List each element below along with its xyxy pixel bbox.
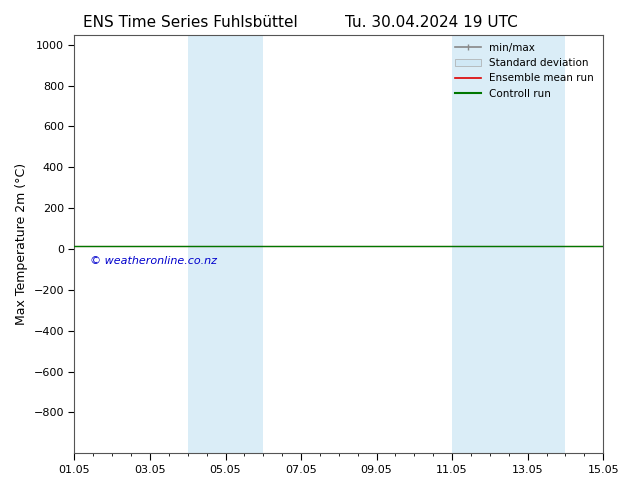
Legend: min/max, Standard deviation, Ensemble mean run, Controll run: min/max, Standard deviation, Ensemble me… [450, 39, 598, 103]
Text: © weatheronline.co.nz: © weatheronline.co.nz [90, 256, 217, 267]
Bar [226, 35, 263, 453]
Bar [452, 35, 490, 453]
Bar [490, 35, 527, 453]
Bar [188, 35, 226, 453]
Bar [527, 35, 566, 453]
Y-axis label: Max Temperature 2m (°C): Max Temperature 2m (°C) [15, 163, 28, 325]
Text: ENS Time Series Fuhlsbüttel: ENS Time Series Fuhlsbüttel [83, 15, 297, 30]
Text: Tu. 30.04.2024 19 UTC: Tu. 30.04.2024 19 UTC [345, 15, 517, 30]
